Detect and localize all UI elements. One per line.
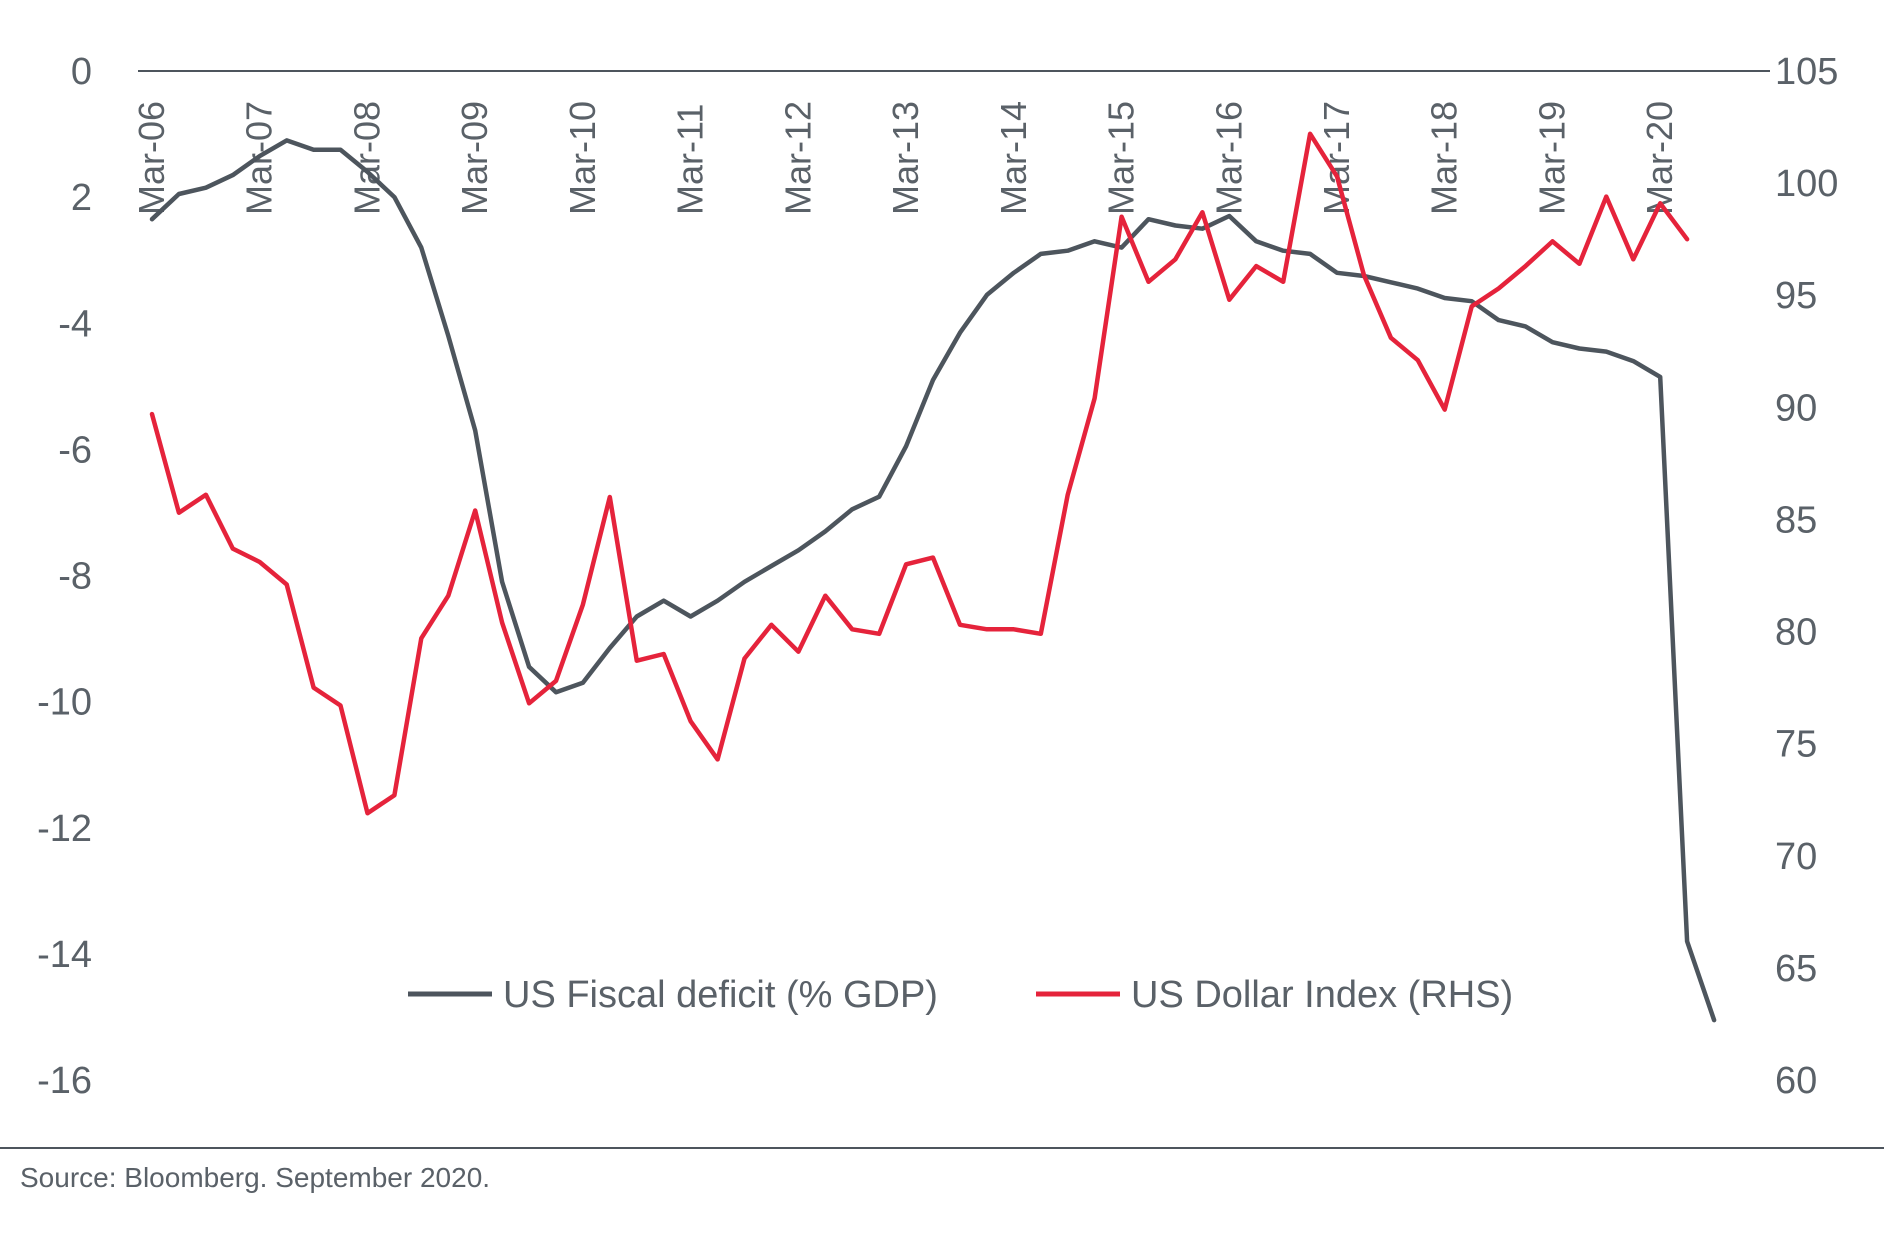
x-tick-label: Mar-18: [1424, 101, 1465, 215]
x-tick-label: Mar-09: [454, 101, 495, 215]
x-tick-label: Mar-12: [777, 101, 818, 215]
x-tick-label: Mar-06: [131, 101, 172, 215]
x-tick-label: Mar-11: [670, 104, 711, 215]
source-note: Source: Bloomberg. September 2020.: [20, 1162, 491, 1193]
right-tick-label: 75: [1775, 724, 1817, 766]
fiscal-deficit-line: [149, 138, 1717, 1023]
right-tick-label: 80: [1775, 612, 1817, 654]
axes-layer: [0, 70, 1884, 1149]
left-tick-label: -10: [37, 682, 92, 724]
x-tick-label: Mar-13: [885, 101, 926, 215]
series-lines: [149, 131, 1717, 1023]
right-tick-label: 90: [1775, 387, 1817, 429]
left-tick-label: -6: [58, 429, 92, 471]
dollar-index-line: [149, 131, 1690, 816]
x-tick-label: Mar-17: [1316, 101, 1357, 215]
left-tick-label: -16: [37, 1060, 92, 1102]
left-tick-label: 0: [71, 51, 92, 93]
x-tick-label: Mar-20: [1639, 101, 1680, 215]
left-tick-label: -14: [37, 934, 92, 976]
right-tick-label: 65: [1775, 948, 1817, 990]
right-tick-label: 100: [1775, 163, 1838, 205]
right-axis-tick-labels: 105 100 95 90 85 80 75 70 65 60: [1775, 51, 1838, 1102]
left-tick-label: -12: [37, 808, 92, 850]
legend-label-fiscal-deficit: US Fiscal deficit (% GDP): [503, 974, 938, 1016]
x-tick-label: Mar-14: [993, 101, 1034, 215]
right-tick-label: 95: [1775, 275, 1817, 317]
x-tick-labels: Mar-06 Mar-07 Mar-08 Mar-09 Mar-10 Mar-11 Mar-…: [131, 101, 1680, 215]
x-tick-label: Mar-10: [562, 101, 603, 215]
left-tick-label: -4: [58, 303, 92, 345]
right-tick-label: 70: [1775, 836, 1817, 878]
left-axis-tick-labels: 0 2 -4 -6 -8 -10 -12 -14 -16: [37, 51, 92, 1102]
right-tick-label: 85: [1775, 499, 1817, 541]
x-tick-label: Mar-19: [1531, 101, 1572, 215]
legend: US Fiscal deficit (% GDP) US Dollar Index…: [408, 974, 1513, 1016]
left-tick-label: 2: [71, 177, 92, 219]
x-tick-label: Mar-15: [1101, 101, 1142, 215]
left-tick-label: -8: [58, 556, 92, 598]
right-tick-label: 105: [1775, 51, 1838, 93]
legend-label-dollar-index: US Dollar Index (RHS): [1131, 974, 1513, 1016]
right-tick-label: 60: [1775, 1060, 1817, 1102]
x-tick-label: Mar-16: [1208, 101, 1249, 215]
